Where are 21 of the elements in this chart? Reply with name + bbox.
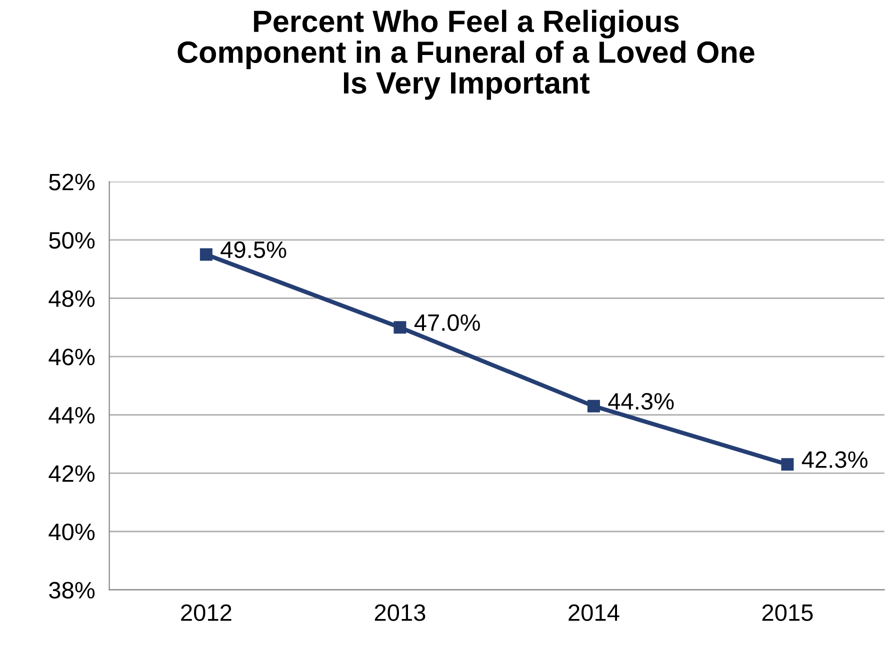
data-label: 49.5%	[220, 241, 286, 258]
y-tick-label: 44%	[48, 407, 95, 424]
x-tick-label: 2015	[762, 604, 813, 622]
point	[200, 248, 212, 261]
y-tick-label: 50%	[49, 232, 95, 249]
point	[587, 400, 600, 412]
y-tick-label: 40%	[48, 524, 95, 540]
x-tick-label: 2013	[374, 604, 426, 622]
point	[781, 458, 794, 471]
x-tick-label: 2012	[181, 604, 232, 622]
y-tick-label: 48%	[48, 290, 95, 308]
y-tick-label: 52%	[49, 174, 95, 190]
y-tick-label: 38%	[49, 582, 95, 599]
data-label: 42.3%	[802, 451, 868, 468]
point	[394, 321, 406, 334]
chart-title: Percent Who Feel a Religious Component in a Funeral of a Loved One Is Very Important	[178, 10, 754, 100]
y-tick-label: 46%	[48, 348, 95, 366]
data-label: 47.0%	[414, 314, 480, 331]
y-tick-label: 42%	[48, 465, 95, 482]
x-tick-label: 2014	[568, 604, 620, 622]
data-label: 44.3%	[608, 392, 674, 410]
